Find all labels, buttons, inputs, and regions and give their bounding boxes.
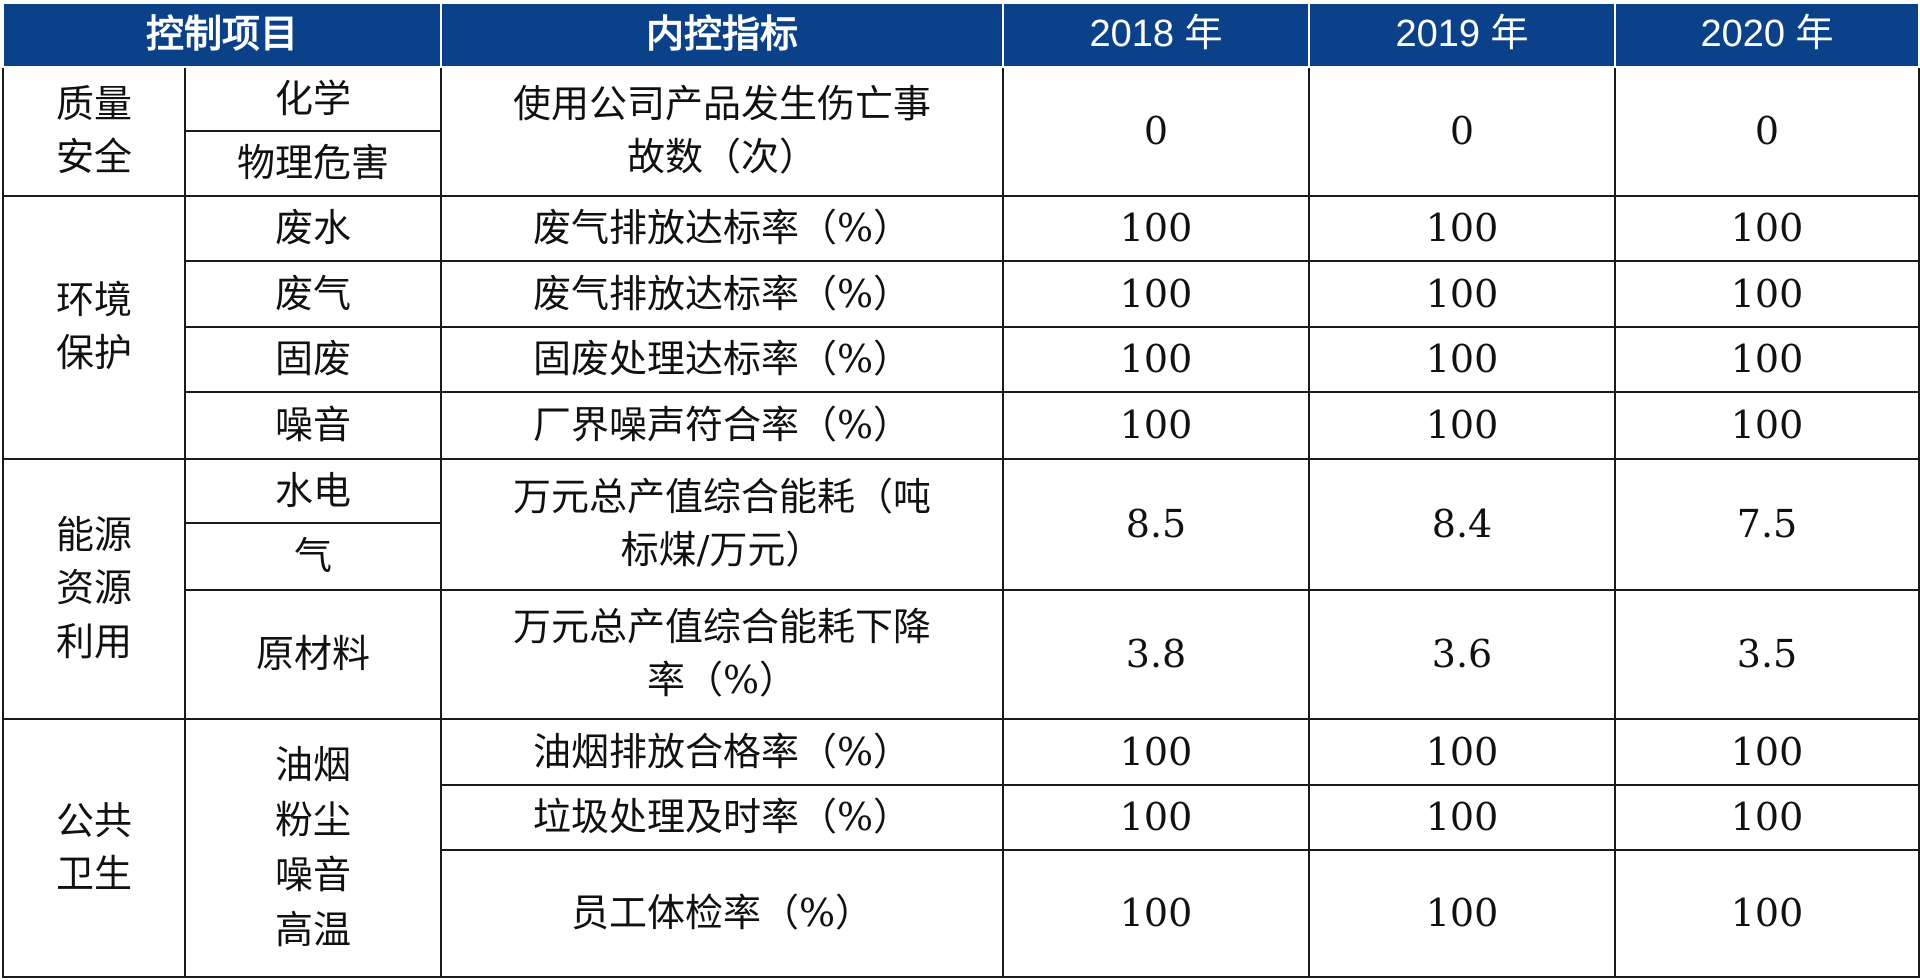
sub-item: 气 <box>183 522 443 591</box>
value-2020: 7.5 <box>1614 457 1920 591</box>
value-2018: 100 <box>1002 325 1311 394</box>
sub-item: 废气 <box>183 260 443 328</box>
indicator-cell: 废气排放达标率（%） <box>440 194 1005 263</box>
table-row: 固废 固废处理达标率（%） 100 100 100 <box>3 325 1920 394</box>
group-public-health: 公共 卫生 <box>2 717 186 979</box>
indicator-cell: 万元总产值综合能耗下降 率（%） <box>440 588 1005 720</box>
table-row: 质量 安全 化学 使用公司产品发生伤亡事 故数（次） 0 0 0 <box>2 65 1920 197</box>
sub-item-multi: 油烟 粉尘 噪音 高温 <box>183 717 443 979</box>
value-2018: 100 <box>1002 784 1311 851</box>
value-2020: 100 <box>1614 784 1920 851</box>
table-row: 公共 卫生 油烟 粉尘 噪音 高温 油烟排放合格率（%） 100 100 100 <box>2 717 1920 979</box>
group-quality-safety: 质量 安全 <box>2 66 186 197</box>
value-2020: 100 <box>1614 194 1920 263</box>
header-control-item: 控制项目 <box>1 2 443 68</box>
value-2020: 3.5 <box>1614 588 1920 720</box>
value-2020: 100 <box>1614 848 1920 979</box>
value-2019: 0 <box>1308 66 1617 197</box>
value-2019: 8.4 <box>1308 457 1617 591</box>
group-energy-resources: 能源 资源 利用 <box>2 457 186 720</box>
value-2018: 100 <box>1002 260 1311 328</box>
header-row: 控制项目 内控指标 2018 年 2019 年 2020 年 <box>1 2 1920 68</box>
value-2019: 100 <box>1308 848 1617 979</box>
value-2019: 3.6 <box>1308 588 1617 720</box>
sub-item: 废水 <box>183 194 443 263</box>
header-year-2018: 2018 年 <box>1002 2 1311 68</box>
sub-item: 固废 <box>183 325 443 394</box>
table-row: 物理危害 <box>3 130 1919 197</box>
sub-item-chemical: 化学 <box>183 65 443 133</box>
value-2018: 3.8 <box>1002 588 1311 720</box>
value-2018: 100 <box>1002 717 1311 787</box>
value-2018: 100 <box>1002 391 1311 460</box>
table-row: 垃圾处理及时率（%） 100 100 100 <box>3 784 1920 851</box>
table-row: 废气 废气排放达标率（%） 100 100 100 <box>3 260 1920 328</box>
value-2020: 100 <box>1614 391 1920 460</box>
value-2020: 100 <box>1614 325 1920 394</box>
indicator-cell: 员工体检率（%） <box>440 848 1005 979</box>
value-2018: 0 <box>1002 66 1311 197</box>
table-row: 噪音 厂界噪声符合率（%） 100 100 100 <box>3 391 1920 460</box>
sub-item: 水电 <box>183 457 443 525</box>
value-2019: 100 <box>1308 325 1617 394</box>
indicator-cell: 使用公司产品发生伤亡事 故数（次） <box>440 66 1005 197</box>
value-2019: 100 <box>1308 784 1617 851</box>
indicator-cell: 厂界噪声符合率（%） <box>440 391 1005 460</box>
table-row: 员工体检率（%） 100 100 100 <box>3 848 1920 979</box>
header-year-2019: 2019 年 <box>1308 2 1617 68</box>
indicator-cell: 油烟排放合格率（%） <box>440 717 1005 787</box>
value-2019: 100 <box>1308 717 1617 787</box>
value-2019: 100 <box>1308 194 1617 263</box>
sub-item: 噪音 <box>183 391 443 460</box>
header-indicator: 内控指标 <box>440 2 1005 68</box>
value-2019: 100 <box>1308 391 1617 460</box>
indicator-cell: 万元总产值综合能耗（吨 标煤/万元） <box>440 457 1005 591</box>
sub-item: 原材料 <box>183 588 443 720</box>
value-2020: 100 <box>1614 717 1920 787</box>
table-row: 环境 保护 废水 废气排放达标率（%） 100 100 100 <box>2 194 1920 460</box>
sub-item-physical-hazard: 物理危害 <box>183 130 443 197</box>
table-row: 能源 资源 利用 水电 万元总产值综合能耗（吨 标煤/万元） 8.5 8.4 7… <box>2 457 1920 720</box>
indicator-cell: 垃圾处理及时率（%） <box>440 784 1005 851</box>
value-2018: 8.5 <box>1002 457 1311 591</box>
group-environment: 环境 保护 <box>2 194 186 460</box>
header-year-2020: 2020 年 <box>1614 2 1920 68</box>
indicator-cell: 固废处理达标率（%） <box>440 325 1005 394</box>
value-2020: 100 <box>1614 260 1920 328</box>
indicator-cell: 废气排放达标率（%） <box>440 260 1005 328</box>
value-2019: 100 <box>1308 260 1617 328</box>
value-2020: 0 <box>1614 66 1920 197</box>
value-2018: 100 <box>1002 194 1311 263</box>
value-2018: 100 <box>1002 848 1311 979</box>
table-row: 气 <box>3 522 1919 591</box>
table-row: 原材料 万元总产值综合能耗下降 率（%） 3.8 3.6 3.5 <box>3 588 1920 720</box>
